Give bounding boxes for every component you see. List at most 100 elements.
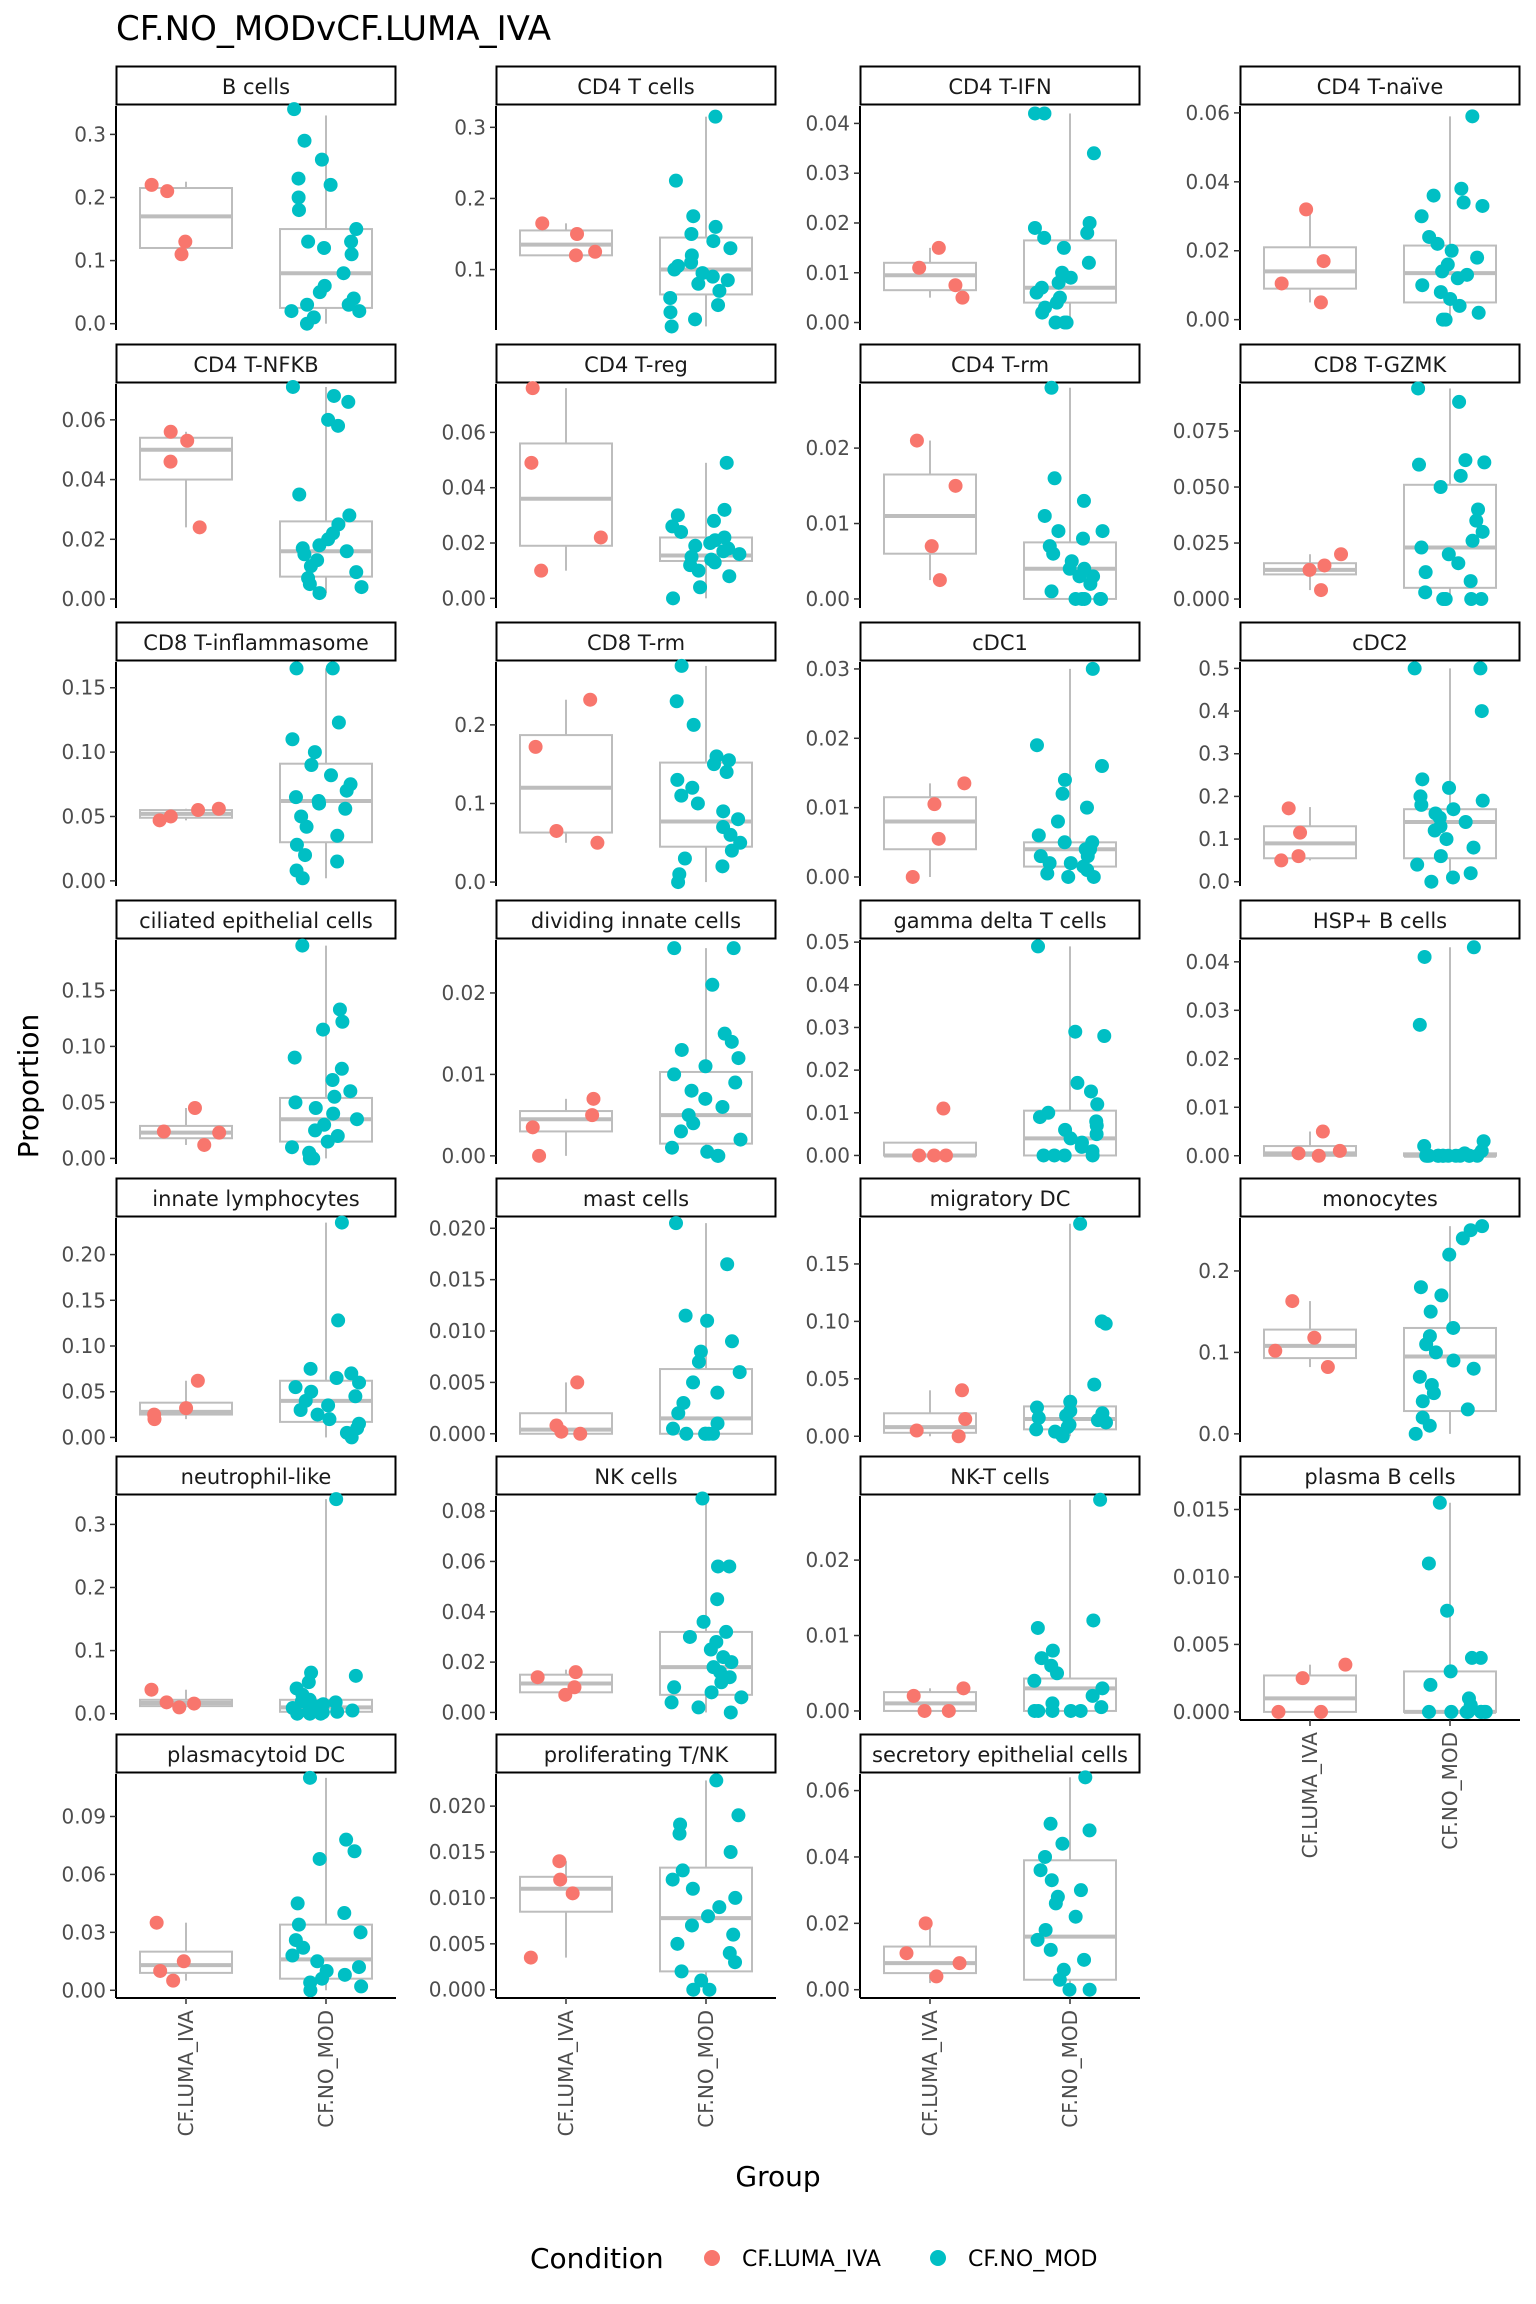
y-tick-label: 0.00 [61,1146,106,1170]
data-point [1316,254,1331,269]
data-point [664,1695,679,1710]
data-point [302,1145,317,1160]
data-point [153,1963,168,1978]
data-point [717,530,732,545]
data-point [954,1383,969,1398]
data-point [665,519,680,534]
data-point [1027,1703,1042,1718]
strip-label: NK-T cells [950,1465,1050,1489]
data-point [288,1380,303,1395]
data-point [586,1091,601,1106]
data-point [300,297,315,312]
data-point [917,1703,932,1718]
data-point [327,1089,342,1104]
data-point [1446,1320,1461,1335]
y-tick-label: 0.02 [805,1911,850,1935]
panel-gamma-delta-t-cells: gamma delta T cells 0.00 0.01 0.02 0.03 0.04 0… [805,899,1141,1167]
data-point [681,1108,696,1123]
y-tick-label: 0.04 [441,1600,486,1624]
data-point [343,1084,358,1099]
data-point [338,801,353,816]
data-point [1037,106,1052,121]
y-tick-label: 0.3 [74,1512,106,1536]
data-point [684,549,699,564]
panel-plasmacytoid-dc: plasmacytoid DC CF.LUMA_IVA CF.NO_MOD 0.00 0… [61,1733,397,2136]
y-tick-label: 0.02 [441,1650,486,1674]
y-tick-label: 0.06 [61,1862,106,1886]
legend-key-cf-no-mod [930,2250,946,2266]
data-point [1291,1146,1306,1161]
box-iqr [1263,1145,1357,1157]
y-tick-label: 0.1 [1198,1340,1230,1364]
y-tick-label: 0.000 [429,1978,486,2002]
panel-cd8-t-gzmk: CD8 T-GZMK 0.000 0.025 0.050 0.075 [1173,343,1521,611]
data-point [1307,1330,1322,1345]
box-iqr [1263,1674,1357,1713]
box-iqr [659,236,753,296]
data-point [291,190,306,205]
data-point [1466,1361,1481,1376]
box-iqr [883,1412,977,1434]
data-point [329,1492,344,1507]
y-tick-label: 0.01 [805,261,850,285]
data-point [1094,591,1109,606]
y-tick-label: 0.03 [805,161,850,185]
data-point [1274,276,1289,291]
y-tick-label: 0.06 [441,1549,486,1573]
data-point [159,1695,174,1710]
data-point [1094,759,1109,774]
y-tick-label: 0.01 [441,1062,486,1086]
y-tick-label: 0.15 [61,1288,106,1312]
y-tick-label: 0.00 [1185,308,1230,332]
data-point [1315,1124,1330,1139]
strip-label: CD4 T-reg [584,353,688,377]
data-point [297,133,312,148]
data-point [1456,195,1471,210]
data-point [710,1416,725,1431]
data-point [1050,1889,1065,1904]
data-point [1034,280,1049,295]
data-point [324,768,339,783]
panel-cdc1: cDC1 0.00 0.01 0.02 0.03 [805,621,1141,889]
data-point [1058,1122,1073,1137]
data-point [321,1398,336,1413]
y-tick-label: 0.15 [61,978,106,1002]
strip-label: ciliated epithelial cells [139,909,373,933]
data-point [691,1700,706,1715]
strip-gamma-delta-t-cells [859,899,1141,940]
data-point [302,1770,317,1785]
data-point [686,1375,701,1390]
data-point [1063,856,1078,871]
strip-cdc1 [859,621,1141,662]
data-point [344,1366,359,1381]
data-point [688,312,703,327]
data-point [686,209,701,224]
y-tick-label: 0.02 [805,211,850,235]
strip-cd4-t-nfkb [115,343,397,384]
data-point [1044,1658,1059,1673]
data-point [912,260,927,275]
data-point [307,745,322,760]
data-point [295,938,310,953]
y-tick-label: 0.4 [1198,699,1230,723]
y-tick-label: 0.10 [61,1334,106,1358]
data-point [317,240,332,255]
data-point [330,828,345,843]
y-tick-label: 0.05 [61,804,106,828]
y-tick-label: 0.010 [429,1886,486,1910]
y-tick-label: 0.02 [805,726,850,750]
strip-label: CD4 T-naïve [1317,75,1444,99]
data-point [719,455,734,470]
data-point [285,732,300,747]
strip-cd4-t-rm [859,343,1141,384]
data-point [163,454,178,469]
data-point [1475,198,1490,213]
y-tick-label: 0.00 [805,1424,850,1448]
y-tick-label: 0.03 [805,657,850,681]
data-point [1031,939,1046,954]
y-tick-label: 0.01 [1185,1095,1230,1119]
y-tick-label: 0.04 [61,468,106,492]
data-point [570,1375,585,1390]
y-tick-label: 0.06 [441,420,486,444]
data-point [353,1925,368,1940]
